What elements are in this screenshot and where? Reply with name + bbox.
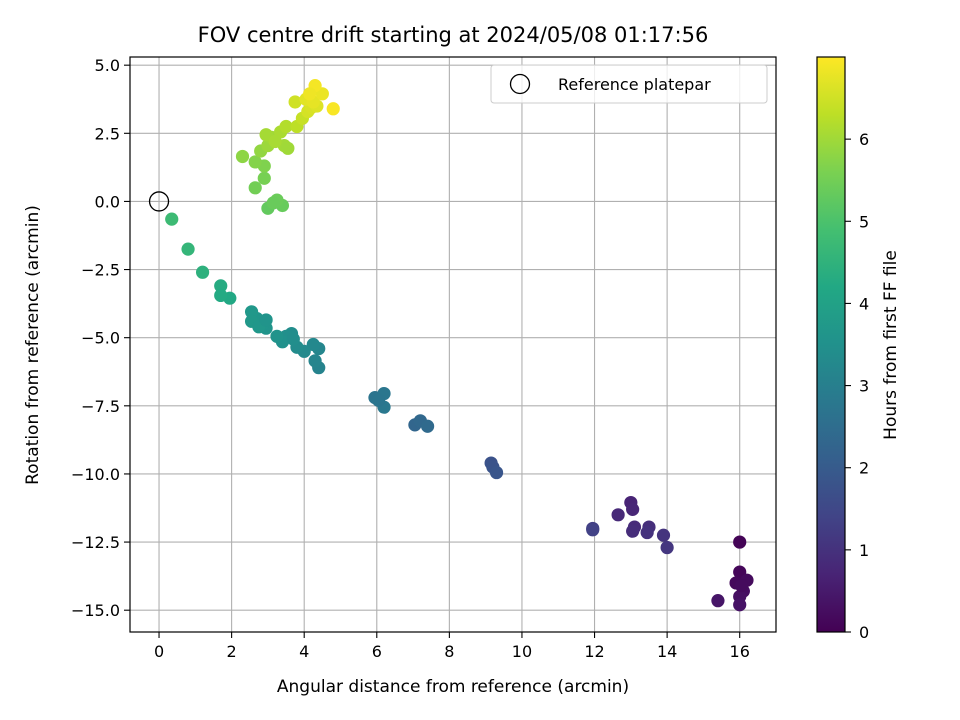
y-axis-label: Rotation from reference (arcmin) — [23, 205, 43, 485]
colorbar-tick-label: 3 — [859, 377, 869, 396]
points-layer — [165, 79, 754, 612]
data-point — [181, 242, 195, 256]
data-point — [248, 155, 262, 169]
data-point — [281, 141, 295, 155]
y-tick-label: −2.5 — [81, 261, 120, 280]
legend-entry-label: Reference platepar — [558, 75, 711, 94]
y-tick-label: 0.0 — [95, 192, 120, 211]
x-tick-label: 14 — [657, 642, 677, 661]
colorbar-tick-label: 4 — [859, 294, 869, 313]
data-point — [214, 279, 228, 293]
y-tick-label: −5.0 — [81, 329, 120, 348]
data-point — [306, 337, 320, 352]
data-point — [660, 540, 674, 555]
data-point — [733, 598, 747, 612]
x-tick-label: 12 — [584, 642, 604, 661]
x-tick-label: 2 — [227, 642, 237, 661]
data-point — [268, 134, 282, 149]
colorbar-gradient — [817, 57, 845, 632]
data-point — [303, 87, 317, 101]
reference-platepar-marker — [148, 191, 170, 212]
data-point — [259, 128, 273, 142]
y-tick-label: −15.0 — [71, 601, 120, 620]
data-point — [326, 102, 340, 116]
colorbar-tick-label: 0 — [859, 623, 869, 642]
colorbar-tick-label: 1 — [859, 541, 869, 560]
data-point — [165, 212, 179, 226]
data-point — [257, 171, 271, 185]
data-point — [266, 196, 280, 210]
data-point — [259, 313, 273, 327]
y-tick-label: 5.0 — [95, 56, 120, 75]
data-point — [489, 465, 504, 480]
y-tick-label: −7.5 — [81, 397, 120, 416]
data-point — [420, 419, 435, 433]
data-point — [640, 525, 654, 540]
x-tick-label: 0 — [154, 642, 164, 661]
data-point — [372, 393, 386, 407]
data-point — [711, 594, 725, 608]
data-point — [235, 149, 250, 164]
data-point — [733, 535, 747, 549]
data-point — [626, 524, 640, 538]
x-axis-label: Angular distance from reference (arcmin) — [277, 677, 629, 697]
colorbar-tick-label: 6 — [859, 130, 869, 149]
data-point — [270, 329, 284, 343]
data-point — [586, 523, 600, 537]
data-point — [611, 508, 625, 522]
colorbar-ticks: 0 1 2 3 4 5 6 — [845, 130, 869, 642]
data-point — [244, 305, 259, 319]
data-point — [626, 502, 640, 516]
legend-box — [490, 64, 768, 104]
data-point — [734, 579, 749, 593]
data-point — [279, 119, 293, 134]
x-axis-ticks: 0 2 4 6 8 10 12 14 16 — [154, 632, 750, 661]
colorbar-label: Hours from first FF file — [881, 250, 901, 440]
y-tick-label: −12.5 — [71, 533, 120, 552]
y-axis-ticks: 5.0 2.5 0.0 −2.5 −5.0 −7.5 −10.0 −12.5 −15.0 — [71, 56, 130, 620]
data-point — [308, 354, 322, 368]
y-tick-label: −10.0 — [71, 465, 120, 484]
colorbar: 0 1 2 3 4 5 6 Hours from first FF file — [816, 56, 901, 642]
data-point — [248, 181, 262, 195]
x-tick-label: 4 — [299, 642, 309, 661]
plot-frame — [129, 56, 777, 633]
reference-layer — [148, 191, 170, 212]
data-point — [214, 288, 228, 303]
data-point — [195, 265, 210, 279]
data-point — [656, 528, 671, 542]
x-tick-label: 10 — [512, 642, 532, 661]
legend: Reference platepar — [490, 64, 768, 104]
grid-layer — [130, 57, 776, 632]
colorbar-frame — [816, 56, 846, 633]
chart-title: FOV centre drift starting at 2024/05/08 … — [198, 23, 709, 47]
colorbar-tick-label: 2 — [859, 459, 869, 478]
colorbar-tick-label: 5 — [859, 212, 869, 231]
x-tick-label: 16 — [730, 642, 750, 661]
legend-marker-open-circle — [509, 73, 531, 95]
data-point — [286, 332, 300, 346]
y-tick-label: 2.5 — [95, 124, 120, 143]
x-tick-label: 6 — [372, 642, 382, 661]
data-point — [288, 95, 302, 109]
x-tick-label: 8 — [444, 642, 454, 661]
